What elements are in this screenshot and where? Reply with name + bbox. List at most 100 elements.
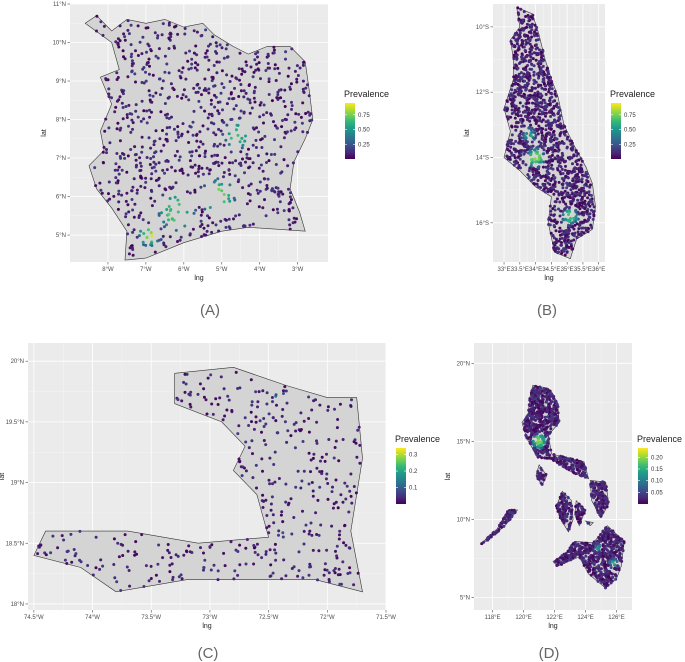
survey-point <box>187 392 191 396</box>
survey-point <box>584 170 588 174</box>
survey-point <box>167 218 170 222</box>
survey-point <box>222 56 226 60</box>
survey-point <box>273 124 277 128</box>
survey-point <box>326 405 330 409</box>
survey-point <box>293 120 297 124</box>
survey-point <box>167 71 171 75</box>
survey-point <box>297 550 301 554</box>
survey-point <box>146 228 150 232</box>
survey-point <box>525 55 529 58</box>
survey-point <box>175 149 179 153</box>
survey-point <box>348 489 352 493</box>
y-tick-label: 16°S <box>476 221 489 227</box>
survey-point <box>220 182 224 186</box>
survey-point <box>279 145 283 149</box>
survey-point <box>536 147 540 151</box>
survey-point <box>222 387 226 391</box>
survey-point <box>599 539 603 543</box>
survey-point <box>559 243 563 247</box>
survey-point <box>248 111 252 115</box>
survey-point <box>513 95 517 99</box>
survey-point <box>511 95 515 99</box>
survey-point <box>238 543 242 547</box>
survey-point <box>609 581 613 585</box>
survey-point <box>284 50 288 54</box>
survey-point <box>553 249 557 253</box>
survey-point <box>287 218 291 222</box>
survey-point <box>549 219 553 223</box>
survey-point <box>132 215 136 219</box>
survey-point <box>145 156 149 159</box>
survey-point <box>536 90 540 94</box>
survey-point <box>283 105 287 108</box>
legend-tick-label: 0.75 <box>358 113 370 119</box>
survey-point <box>185 190 189 194</box>
survey-point <box>594 574 598 578</box>
survey-point <box>358 443 362 447</box>
survey-point <box>242 224 246 228</box>
legend-tick-label: 0.10 <box>651 479 663 485</box>
survey-point <box>326 482 330 485</box>
survey-point <box>287 66 291 70</box>
survey-point <box>516 82 520 86</box>
survey-point <box>114 181 118 185</box>
survey-point <box>552 104 556 108</box>
survey-point <box>252 562 256 566</box>
survey-point <box>486 538 490 542</box>
survey-point <box>562 124 566 128</box>
survey-point <box>546 445 550 448</box>
survey-point <box>522 57 526 61</box>
survey-point <box>512 44 516 48</box>
survey-point <box>618 551 622 555</box>
survey-point <box>216 144 220 148</box>
survey-point <box>578 192 582 196</box>
survey-point <box>528 119 532 123</box>
survey-point <box>101 150 105 154</box>
survey-point <box>577 547 581 551</box>
survey-point <box>585 212 589 216</box>
survey-point <box>333 571 337 575</box>
survey-point <box>532 409 536 413</box>
survey-point <box>619 543 623 546</box>
survey-point <box>183 390 187 394</box>
legend-tick-label: 0.05 <box>651 490 663 496</box>
survey-point <box>126 154 130 158</box>
survey-point <box>127 124 130 128</box>
survey-point <box>612 551 616 555</box>
x-tick-label: 3°W <box>292 267 304 273</box>
survey-point <box>274 558 278 562</box>
survey-point <box>268 66 272 70</box>
survey-point <box>291 206 295 210</box>
survey-point <box>272 45 276 49</box>
survey-point <box>248 223 252 227</box>
y-axis-title: lat <box>0 473 6 480</box>
survey-point <box>228 226 232 230</box>
survey-point <box>525 132 529 135</box>
survey-point <box>277 529 281 533</box>
survey-point <box>587 200 591 204</box>
survey-point <box>170 562 174 566</box>
survey-point <box>587 555 591 559</box>
survey-point <box>309 521 313 525</box>
survey-point <box>539 466 543 470</box>
survey-point <box>564 159 567 163</box>
survey-point <box>127 32 131 36</box>
survey-point <box>283 130 287 134</box>
survey-point <box>555 141 559 145</box>
survey-point <box>580 541 584 545</box>
survey-point <box>482 540 486 544</box>
survey-point <box>154 573 158 577</box>
survey-point <box>139 164 143 168</box>
survey-point <box>531 101 535 105</box>
survey-point <box>512 75 516 79</box>
survey-point <box>190 154 194 158</box>
survey-point <box>575 178 579 182</box>
survey-point <box>587 190 591 194</box>
survey-point <box>319 459 322 463</box>
survey-point <box>196 90 200 94</box>
legend-title: Prevalence <box>637 434 682 444</box>
survey-point <box>281 520 285 524</box>
survey-point <box>150 241 154 245</box>
survey-point <box>309 112 313 116</box>
survey-point <box>573 548 577 552</box>
